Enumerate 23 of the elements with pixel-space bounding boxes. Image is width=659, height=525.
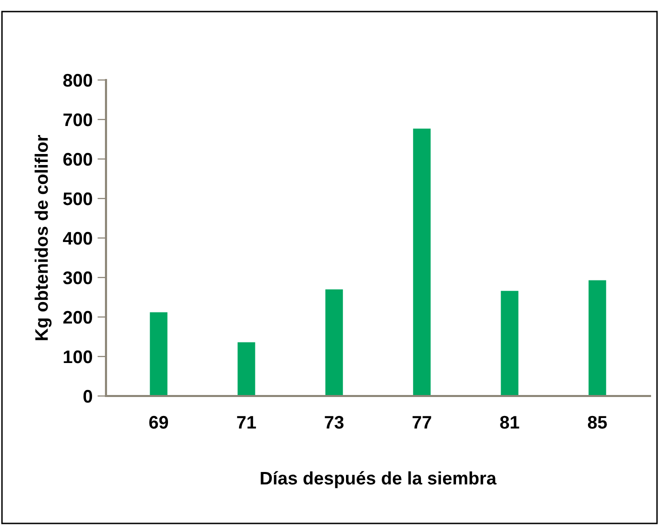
y-axis-title: Kg obtenidos de coliflor xyxy=(34,134,52,340)
x-axis-title: Días después de la siembra xyxy=(260,471,497,488)
y-tick-label: 500 xyxy=(63,192,92,206)
y-tick-label: 600 xyxy=(63,152,92,166)
bar xyxy=(413,128,431,396)
x-tick-label: 69 xyxy=(149,416,168,429)
bar xyxy=(238,342,256,396)
bar xyxy=(150,312,168,396)
bar xyxy=(325,289,343,396)
y-tick-label: 300 xyxy=(63,271,92,284)
y-tick-label: 200 xyxy=(63,310,92,324)
y-tick-label: 400 xyxy=(62,232,92,245)
y-tick-label: 0 xyxy=(83,390,92,403)
y-tick-label: 100 xyxy=(64,350,92,364)
bar xyxy=(500,290,518,396)
y-tick-label: 700 xyxy=(63,113,92,126)
x-tick-label: 81 xyxy=(500,416,520,429)
x-tick-label: 71 xyxy=(237,416,256,429)
x-tick-label: 77 xyxy=(412,416,432,429)
y-tick-label: 800 xyxy=(63,74,92,87)
bar xyxy=(588,280,606,396)
x-tick-label: 85 xyxy=(588,416,607,429)
x-tick-label: 73 xyxy=(324,416,344,429)
